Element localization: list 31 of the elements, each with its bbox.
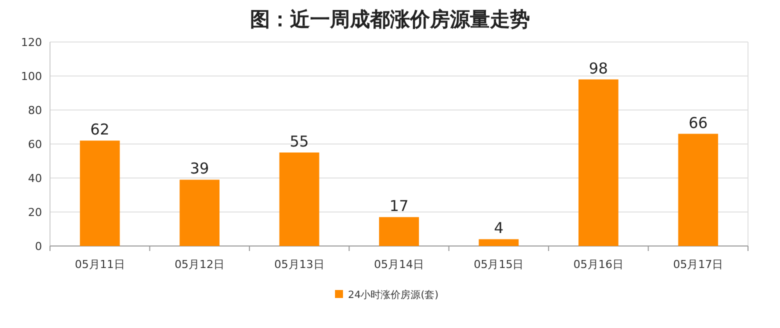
data-label: 66 — [688, 114, 708, 132]
bar — [678, 134, 718, 246]
x-tick-label: 05月17日 — [673, 258, 724, 271]
data-label: 98 — [588, 59, 608, 78]
data-label: 4 — [494, 219, 504, 238]
y-tick-label: 60 — [28, 138, 42, 151]
x-tick-label: 05月11日 — [74, 258, 125, 271]
bar — [180, 180, 220, 246]
bar — [279, 152, 320, 246]
y-tick-label: 120 — [21, 36, 42, 49]
x-tick-label: 05月12日 — [174, 258, 225, 271]
y-tick-label: 0 — [35, 240, 42, 253]
y-tick-label: 40 — [28, 172, 42, 185]
data-label: 17 — [389, 197, 409, 216]
data-label: 39 — [190, 160, 210, 178]
x-tick-label: 05月15日 — [474, 258, 524, 271]
bar — [80, 140, 120, 246]
y-tick-label: 100 — [21, 70, 42, 83]
data-label: 62 — [90, 120, 110, 139]
chart-title: 图：近一周成都涨价房源量走势 — [250, 7, 530, 31]
x-tick-label: 05月16日 — [573, 258, 624, 271]
data-label: 55 — [290, 132, 309, 150]
x-tick-label: 05月14日 — [374, 258, 424, 271]
legend: 24小时涨价房源(套) — [335, 290, 439, 301]
bar — [379, 217, 419, 246]
bar — [578, 79, 618, 246]
y-tick-label: 80 — [28, 104, 42, 117]
bar — [478, 239, 519, 246]
legend-label: 24小时涨价房源(套) — [348, 289, 439, 301]
x-tick-label: 05月13日 — [274, 258, 324, 271]
y-tick-label: 20 — [28, 206, 42, 219]
